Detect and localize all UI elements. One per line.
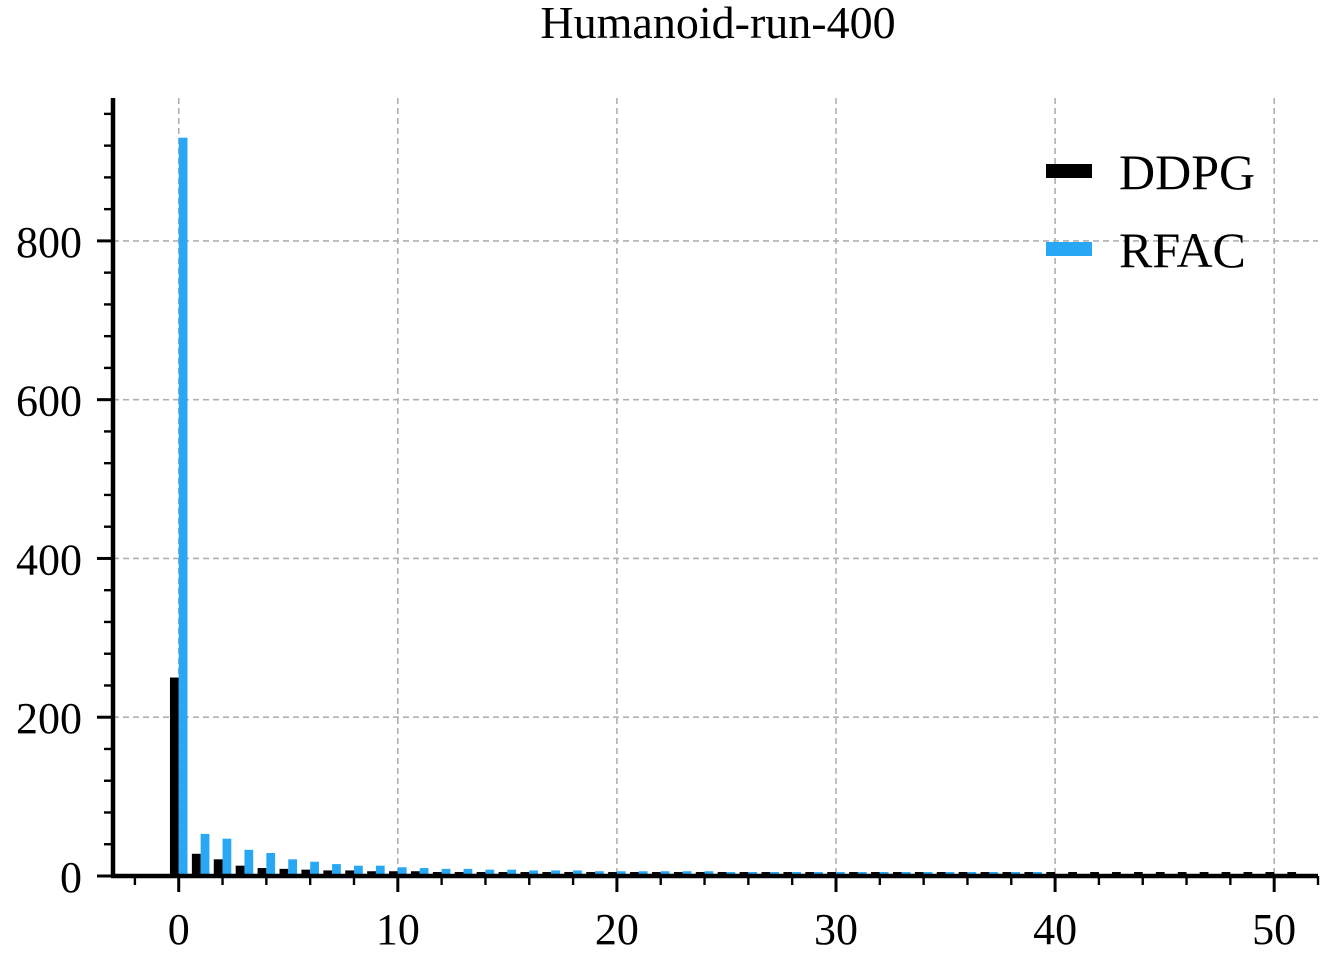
legend: DDPG RFAC [1046, 144, 1255, 278]
bar-ddpg-3 [235, 865, 245, 876]
legend-label-rfac: RFAC [1119, 222, 1246, 278]
legend-label-ddpg: DDPG [1119, 144, 1255, 200]
bar-ddpg-8 [345, 870, 354, 876]
grid-lines [113, 98, 1318, 876]
y-tick-label-400: 400 [16, 535, 82, 584]
legend-swatch-rfac [1046, 242, 1092, 256]
x-tick-label-40: 40 [1033, 905, 1077, 954]
bar-rfac-11 [419, 868, 429, 876]
bar-rfac-14 [485, 869, 495, 876]
y-tick-label-800: 800 [16, 218, 82, 267]
legend-swatch-ddpg [1046, 164, 1092, 178]
bar-rfac-7 [332, 864, 341, 876]
bar-ddpg-6 [301, 869, 311, 876]
bar-rfac-0 [178, 137, 188, 876]
bar-ddpg-1 [191, 853, 201, 876]
x-tick-label-0: 0 [168, 905, 190, 954]
y-tick-label-0: 0 [60, 853, 82, 902]
bar-ddpg-11 [410, 871, 420, 876]
bar-rfac-5 [288, 859, 298, 876]
bar-rfac-16 [529, 870, 539, 876]
bar-rfac-13 [463, 868, 473, 876]
x-tick-label-10: 10 [376, 905, 420, 954]
bar-rfac-6 [310, 861, 319, 876]
bar-ddpg-10 [389, 871, 398, 876]
bar-rfac-1 [200, 833, 210, 876]
bar-ddpg-9 [367, 871, 376, 876]
bar-rfac-21 [638, 871, 648, 876]
bar-rfac-10 [397, 867, 407, 876]
bar-rfac-9 [375, 865, 385, 876]
bar-rfac-19 [595, 871, 604, 876]
x-tick-label-50: 50 [1252, 905, 1296, 954]
y-tick-label-600: 600 [16, 377, 82, 426]
bar-rfac-3 [244, 849, 254, 876]
axes: 0 10 20 30 40 50 0 200 400 600 800 [16, 98, 1320, 954]
bar-rfac-12 [441, 868, 451, 876]
bar-rfac-20 [616, 871, 626, 876]
bar-ddpg-0 [169, 677, 179, 876]
bar-rfac-23 [682, 871, 692, 876]
x-tick-label-30: 30 [814, 905, 858, 954]
bar-rfac-8 [354, 865, 363, 876]
bar-rfac-22 [660, 871, 670, 876]
bar-ddpg-2 [213, 859, 223, 876]
bar-rfac-2 [222, 838, 232, 876]
bar-ddpg-5 [279, 868, 289, 876]
chart-title: Humanoid-run-400 [540, 0, 895, 48]
bar-ddpg-4 [257, 868, 267, 876]
bar-ddpg-7 [323, 870, 333, 876]
bar-rfac-4 [266, 852, 276, 876]
bar-rfac-17 [551, 870, 560, 876]
y-tick-label-200: 200 [16, 694, 82, 743]
bar-rfac-18 [573, 870, 582, 876]
bar-rfac-15 [507, 869, 517, 876]
x-tick-label-20: 20 [595, 905, 639, 954]
bar-rfac-24 [704, 871, 714, 876]
